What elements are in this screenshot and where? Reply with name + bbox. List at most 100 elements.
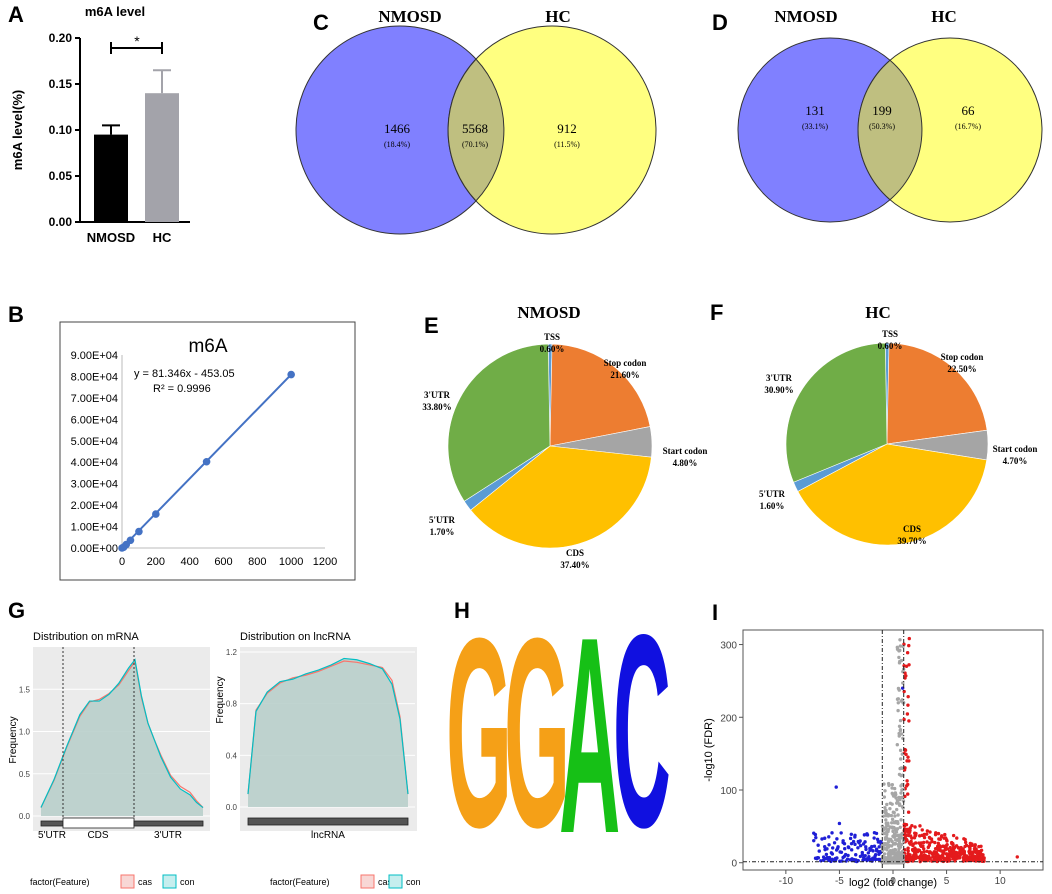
volcano-point [815,855,820,860]
venn-percent-only-nmosd: (33.1%) [802,122,828,131]
volcano-point [922,850,926,854]
volcano-point [862,833,867,837]
volcano-point [883,789,887,793]
volcano-point [874,857,878,862]
volcano-point [885,832,889,837]
volcano-point [814,835,818,840]
volcano-point [892,786,897,791]
y-tick-label: 0.5 [19,770,31,779]
panel-label-e: E [424,313,439,338]
pie-slice-3-utr [447,343,551,502]
volcano-point [883,805,887,810]
logo-letter-c: C [613,578,671,885]
mrna-region-cds: CDS [87,830,108,841]
volcano-point [949,854,953,858]
volcano-point [872,836,876,840]
venn-percent-only-hc: (11.5%) [554,140,580,149]
volcano-point [830,846,835,850]
volcano-point [910,823,914,828]
pie-value-cds: 37.40% [560,560,589,570]
lncrna-legend-cas: cas [378,877,393,887]
volcano-point [898,718,903,723]
volcano-point [980,858,985,862]
volcano-point [885,856,889,861]
bar-nmosd [94,134,128,222]
y-tick-label: 0.00 [49,215,73,229]
volcano-point [906,792,910,796]
venn-value-only-nmosd: 1466 [384,121,411,136]
volcano-point [849,841,854,846]
volcano-point [896,854,900,858]
volcano-point [906,833,911,838]
volcano-point [854,853,858,857]
panel-d-venn: D NMOSD HC 131 (33.1%) 199 (50.3%) 66 (1… [712,7,1043,223]
volcano-point [851,839,856,844]
volcano-point [905,838,909,843]
mrna-region-5utr: 5'UTR [38,830,66,841]
pie-label-3utr: 3'UTR [424,390,451,400]
volcano-point [834,785,838,789]
curve-title: m6A [188,336,227,357]
volcano-point [827,843,831,847]
venn-set-label-hc: HC [931,7,957,26]
x-tick-label: 10 [995,876,1007,887]
volcano-point [832,841,837,845]
volcano-point [906,810,911,814]
y-tick-label: 300 [720,641,737,652]
panel-label-i: I [712,600,718,625]
volcano-point [896,708,900,713]
x-tick-label: 5 [944,876,950,887]
volcano-point [890,791,894,796]
mrna-legend-swatch-con [162,874,177,889]
volcano-point [898,644,903,648]
y-tick-label: 0.8 [226,700,238,709]
venn-value-only-hc: 66 [962,103,976,118]
volcano-point [979,848,984,852]
venn-percent-overlap: (50.3%) [869,122,895,131]
mrna-track-3utr [133,820,204,827]
volcano-point [900,842,904,847]
volcano-point [915,849,919,854]
volcano-point [894,830,899,834]
volcano-point [955,851,959,855]
volcano-point [945,847,950,851]
volcano-point [947,857,952,862]
volcano-point [951,833,956,838]
volcano-point [910,836,914,840]
volcano-point [864,847,868,852]
volcano-point [824,856,828,861]
volcano-point [964,843,969,848]
volcano-point [907,663,911,667]
volcano-point [897,731,901,736]
volcano-point [979,844,983,848]
volcano-point [952,850,956,854]
volcano-point [899,732,904,736]
volcano-point [897,724,902,728]
x-tick-label: 800 [248,556,266,568]
x-tick-label: NMOSD [87,230,135,245]
volcano-point [829,858,833,862]
venn-value-overlap: 5568 [462,121,488,136]
volcano-point [899,699,903,703]
volcano-point [897,655,901,660]
volcano-point [830,831,834,835]
volcano-point [843,852,848,857]
y-tick-label: 7.00E+04 [71,393,118,405]
volcano-point [943,836,948,840]
volcano-point [837,821,842,826]
volcano-point [940,834,944,838]
volcano-point [888,801,893,806]
volcano-point [901,839,906,843]
volcano-point [906,854,911,858]
y-tick-label: 9.00E+04 [71,350,118,362]
volcano-point [895,743,899,747]
volcano-point [853,833,857,838]
volcano-point [889,837,893,842]
volcano-point [970,854,975,859]
volcano-point [934,831,938,835]
volcano-point [872,844,877,848]
volcano-point [891,810,896,814]
volcano-point [858,843,863,848]
venn-overlap [857,59,923,201]
volcano-point [911,843,915,848]
